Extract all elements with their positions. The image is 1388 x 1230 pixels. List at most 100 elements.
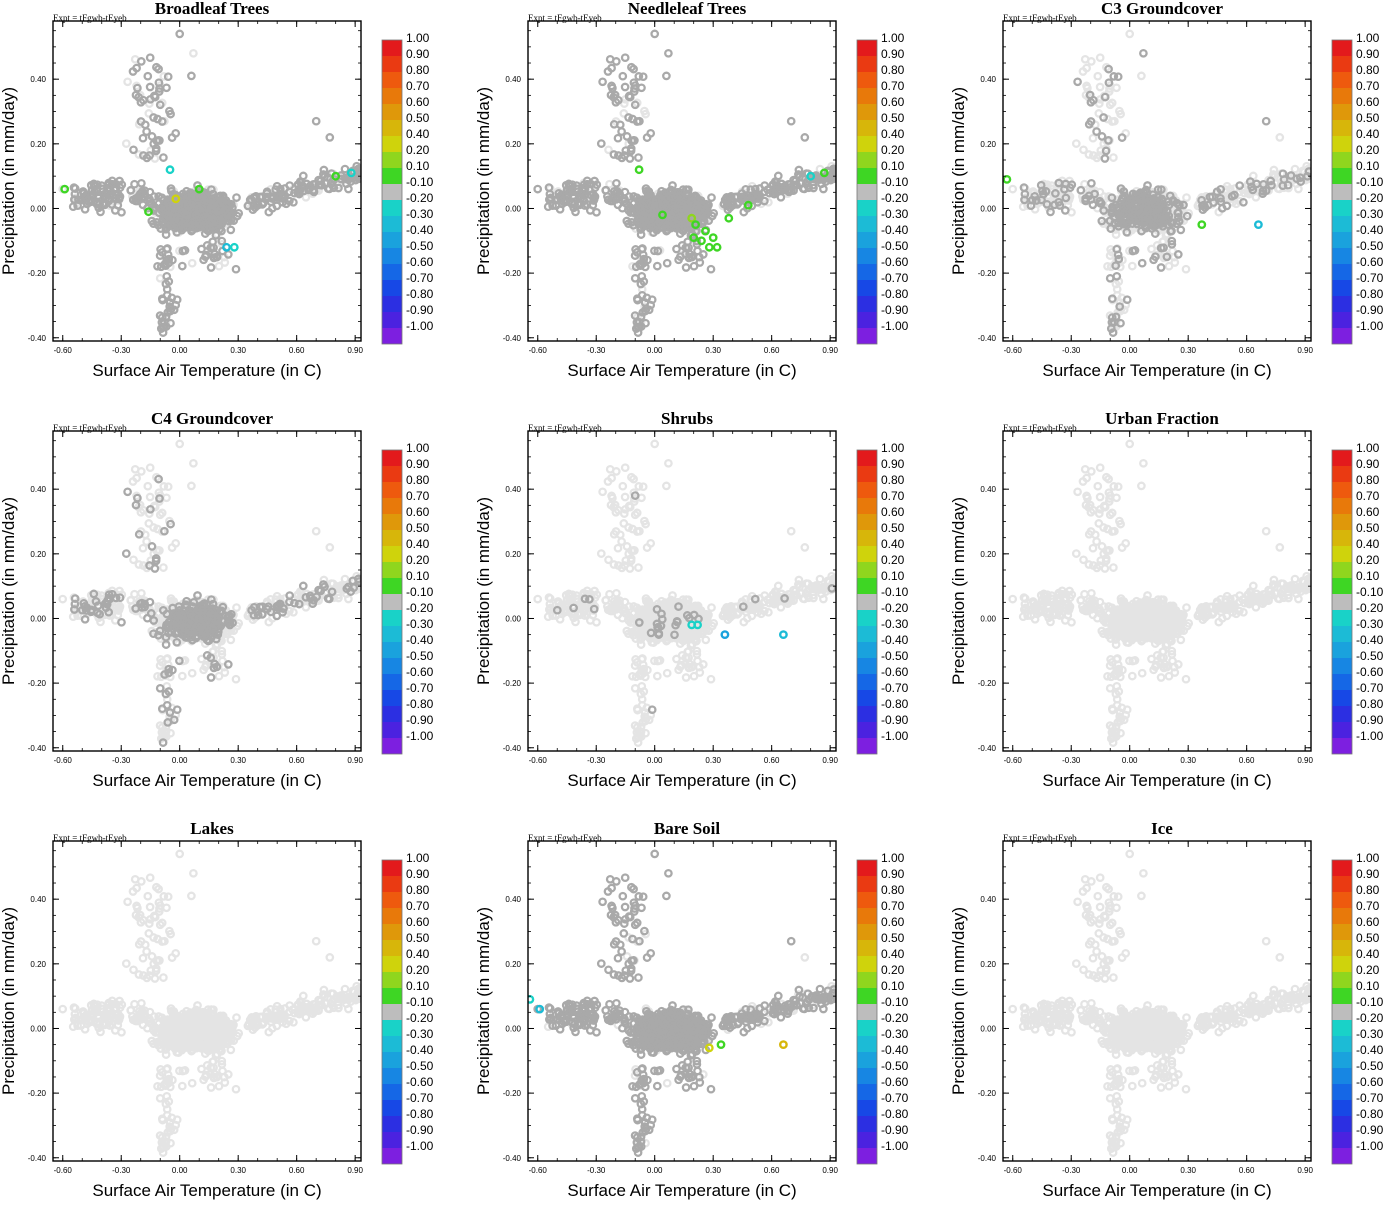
points-layer xyxy=(60,31,363,336)
data-point xyxy=(615,202,621,208)
highlighted-point xyxy=(706,244,712,250)
colorbar-swatch xyxy=(857,72,877,88)
colorbar-label: 1.00 xyxy=(881,31,905,45)
colorbar-swatch xyxy=(1332,136,1352,152)
data-point xyxy=(163,231,169,237)
data-point xyxy=(598,140,604,146)
colorbar-swatch xyxy=(382,232,402,248)
chart-title: C4 Groundcover xyxy=(151,409,273,428)
y-tick-label: 0.00 xyxy=(980,204,996,213)
colorbar-label: 0.50 xyxy=(881,111,905,125)
data-point xyxy=(635,154,641,160)
colorbar-label: 0.80 xyxy=(1356,63,1380,77)
colorbar-label: -0.50 xyxy=(881,239,909,253)
data-point xyxy=(1097,84,1103,90)
x-tick-label: 0.30 xyxy=(1180,346,1196,355)
data-point xyxy=(133,65,139,71)
y-tick-label: 0.40 xyxy=(505,75,521,84)
data-point xyxy=(124,79,130,85)
data-point xyxy=(1097,55,1103,61)
data-point xyxy=(1109,296,1115,302)
colorbar-label: 0.70 xyxy=(406,79,430,93)
points-layer xyxy=(1004,31,1313,336)
colorbar-label: -0.80 xyxy=(1356,287,1384,301)
data-point xyxy=(173,130,179,136)
colorbar-swatch xyxy=(382,56,402,72)
colorbar-label: -0.40 xyxy=(406,223,434,237)
data-point xyxy=(624,133,630,139)
colorbar-label: 1.00 xyxy=(1356,31,1380,45)
colorbar-swatch xyxy=(382,88,402,104)
colorbar-label: -0.60 xyxy=(406,255,434,269)
data-point xyxy=(663,73,669,79)
colorbar-swatch xyxy=(1332,40,1352,56)
data-point xyxy=(323,180,329,186)
data-point xyxy=(145,73,151,79)
colorbar-swatch xyxy=(857,120,877,136)
x-tick-label: -0.60 xyxy=(54,346,73,355)
highlighted-point xyxy=(231,244,237,250)
data-point xyxy=(634,296,640,302)
colorbar-label: 0.10 xyxy=(1356,159,1380,173)
colorbar-label: 0.90 xyxy=(1356,47,1380,61)
data-point xyxy=(1271,167,1277,173)
colorbar-swatch xyxy=(1332,248,1352,264)
colorbar-swatch xyxy=(857,232,877,248)
colorbar-label: 0.10 xyxy=(881,159,905,173)
highlighted-point xyxy=(167,167,173,173)
colorbar-label: -0.20 xyxy=(881,191,909,205)
colorbar-label: -0.10 xyxy=(881,175,909,189)
colorbar-label: 0.40 xyxy=(881,127,905,141)
x-tick-label: -0.30 xyxy=(587,346,606,355)
colorbar-label: -1.00 xyxy=(1356,319,1384,333)
colorbar-label: -0.90 xyxy=(1356,303,1384,317)
colorbar-swatch xyxy=(382,184,402,200)
data-point xyxy=(591,178,597,184)
highlighted-point xyxy=(636,167,642,173)
x-tick-label: 0.90 xyxy=(1297,346,1313,355)
data-point xyxy=(638,231,644,237)
colorbar-swatch xyxy=(1332,216,1352,232)
data-point xyxy=(636,73,642,79)
data-point xyxy=(1110,329,1116,335)
data-point xyxy=(708,194,714,200)
data-point xyxy=(116,178,122,184)
colorbar-label: 0.70 xyxy=(881,79,905,93)
colorbar-label: 0.50 xyxy=(406,111,430,125)
data-point xyxy=(1114,286,1120,292)
x-tick-label: 0.60 xyxy=(1239,346,1255,355)
data-point xyxy=(613,180,619,186)
data-point xyxy=(208,264,214,270)
colorbar-swatch xyxy=(1332,200,1352,216)
data-point xyxy=(788,118,794,124)
colorbar-label: 0.60 xyxy=(881,95,905,109)
data-point xyxy=(1292,166,1298,172)
data-point xyxy=(189,260,195,266)
y-tick-label: -0.20 xyxy=(978,269,997,278)
colorbar-label: -0.80 xyxy=(881,287,909,301)
colorbar-label: -0.60 xyxy=(1356,255,1384,269)
data-point xyxy=(1114,273,1120,279)
x-tick-label: 0.60 xyxy=(289,346,305,355)
colorbar-label: -0.50 xyxy=(1356,239,1384,253)
data-point xyxy=(652,31,658,37)
y-tick-label: 0.00 xyxy=(505,204,521,213)
y-tick-label: -0.40 xyxy=(978,334,997,343)
data-point xyxy=(198,246,204,252)
data-point xyxy=(654,263,660,269)
data-point xyxy=(1078,187,1084,193)
data-point xyxy=(1277,134,1283,140)
chart-title: Needleleaf Trees xyxy=(628,0,747,18)
data-point xyxy=(164,286,170,292)
colorbar-label: -0.40 xyxy=(881,223,909,237)
data-point xyxy=(342,576,348,582)
colorbar-label: -0.70 xyxy=(406,271,434,285)
data-point xyxy=(163,85,169,91)
colorbar-swatch xyxy=(382,152,402,168)
colorbar-swatch xyxy=(382,312,402,328)
y-tick-label: -0.20 xyxy=(503,269,522,278)
colorbar-swatch xyxy=(382,104,402,120)
colorbar-label: -0.90 xyxy=(406,303,434,317)
